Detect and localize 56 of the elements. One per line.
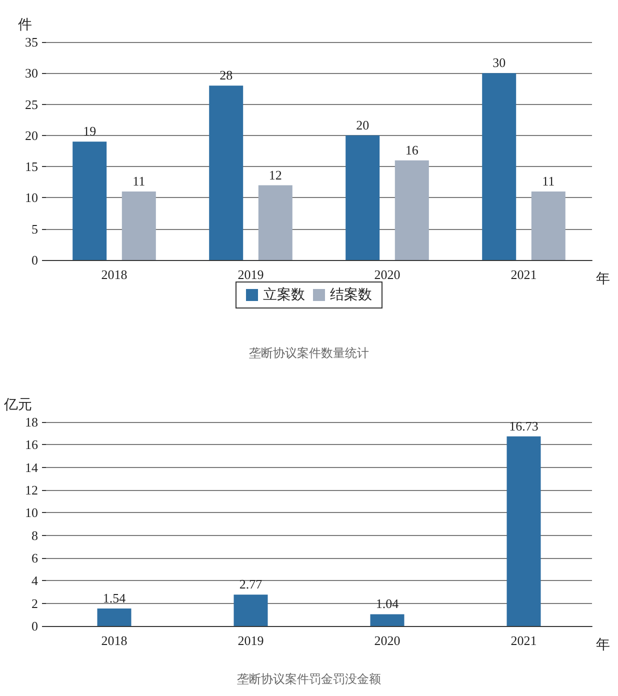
y-tick-label: 5 — [32, 221, 38, 236]
x-tick-label: 2020 — [374, 267, 400, 282]
x-axis-title: 年 — [596, 271, 610, 287]
x-tick-label: 2019 — [238, 633, 264, 648]
data-label: 12 — [268, 167, 282, 182]
x-axis-title: 年 — [596, 637, 610, 653]
data-label: 11 — [542, 173, 555, 188]
data-label: 11 — [132, 173, 146, 188]
y-tick-label: 35 — [25, 34, 38, 50]
data-label: 1.54 — [102, 590, 126, 606]
data-label: 16 — [405, 142, 419, 158]
x-tick-label: 2021 — [510, 633, 537, 648]
data-label: 19 — [83, 124, 96, 139]
data-label: 2.77 — [239, 576, 263, 592]
y-tick-label: 8 — [32, 528, 38, 543]
x-tick-label: 2019 — [238, 267, 264, 282]
bar — [258, 185, 292, 260]
y-tick-label: 18 — [25, 414, 38, 430]
y-tick-label: 2 — [32, 596, 38, 611]
bar — [506, 436, 541, 626]
y-tick-label: 16 — [25, 437, 38, 452]
y-tick-label: 14 — [25, 460, 38, 475]
bar — [531, 191, 566, 260]
x-tick-label: 2018 — [101, 267, 128, 282]
y-tick-label: 20 — [25, 128, 38, 143]
x-tick-label: 2020 — [374, 633, 400, 648]
bar — [122, 191, 156, 260]
y-tick-label: 12 — [25, 482, 38, 498]
y-tick-label: 10 — [25, 190, 38, 206]
bar — [370, 614, 404, 626]
data-label: 30 — [492, 55, 506, 70]
y-tick-label: 30 — [25, 66, 38, 81]
y-tick-label: 15 — [25, 159, 38, 174]
bar — [72, 142, 107, 260]
bar — [209, 86, 244, 260]
data-label: 20 — [356, 117, 370, 132]
bar — [346, 135, 380, 260]
y-axis-title: 亿元 — [3, 397, 32, 413]
legend-label: 立案数 — [263, 286, 305, 303]
text: 垄断协议案件数量统计 — [249, 346, 369, 360]
text: 垄断协议案件罚金罚没金额 — [237, 672, 381, 686]
y-tick-label: 6 — [32, 550, 38, 566]
x-tick-label: 2021 — [510, 267, 537, 282]
y-tick-label: 0 — [32, 252, 38, 268]
bar — [234, 594, 268, 626]
bar — [394, 160, 429, 260]
data-label: 16.73 — [509, 418, 538, 434]
legend-label: 结案数 — [330, 286, 372, 303]
x-tick-label: 2018 — [101, 633, 128, 648]
y-tick-label: 10 — [25, 505, 38, 520]
y-tick-label: 25 — [25, 96, 38, 112]
bar — [97, 608, 132, 626]
y-tick-label: 0 — [32, 618, 38, 634]
y-tick-label: 4 — [32, 573, 38, 588]
y-axis-title: 件 — [18, 17, 32, 33]
bar — [482, 73, 516, 260]
